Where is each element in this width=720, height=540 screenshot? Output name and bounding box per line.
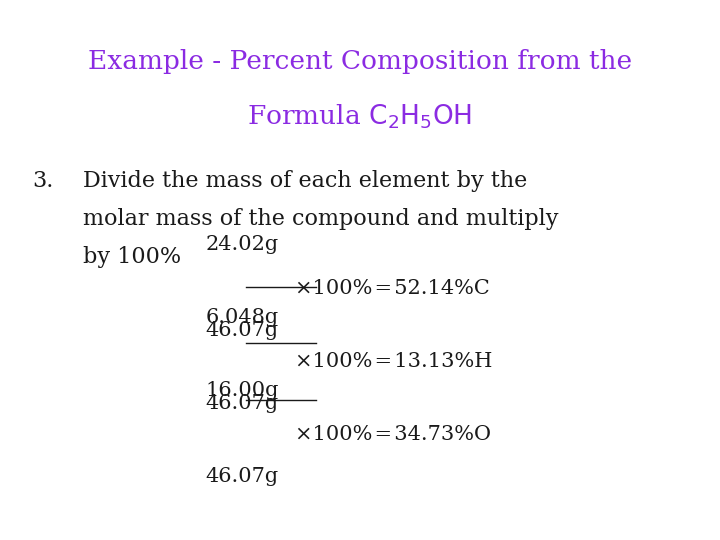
Text: ×100% = 52.14%C: ×100% = 52.14%C	[295, 279, 490, 299]
Text: Formula $\rm C_2H_5OH$: Formula $\rm C_2H_5OH$	[248, 103, 472, 131]
Text: ×100% = 34.73%O: ×100% = 34.73%O	[295, 425, 491, 444]
Text: 16.00g: 16.00g	[205, 381, 279, 400]
Text: 3.: 3.	[32, 170, 54, 192]
Text: Divide the mass of each element by the: Divide the mass of each element by the	[83, 170, 527, 192]
Text: 6.048g: 6.048g	[205, 308, 279, 327]
Text: ×100% = 13.13%H: ×100% = 13.13%H	[295, 352, 492, 372]
Text: Example - Percent Composition from the: Example - Percent Composition from the	[88, 49, 632, 73]
Text: 46.07g: 46.07g	[205, 321, 279, 340]
Text: 46.07g: 46.07g	[205, 394, 279, 413]
Text: 46.07g: 46.07g	[205, 467, 279, 486]
Text: molar mass of the compound and multiply: molar mass of the compound and multiply	[83, 208, 558, 230]
Text: by 100%: by 100%	[83, 246, 181, 268]
Text: 24.02g: 24.02g	[205, 235, 279, 254]
